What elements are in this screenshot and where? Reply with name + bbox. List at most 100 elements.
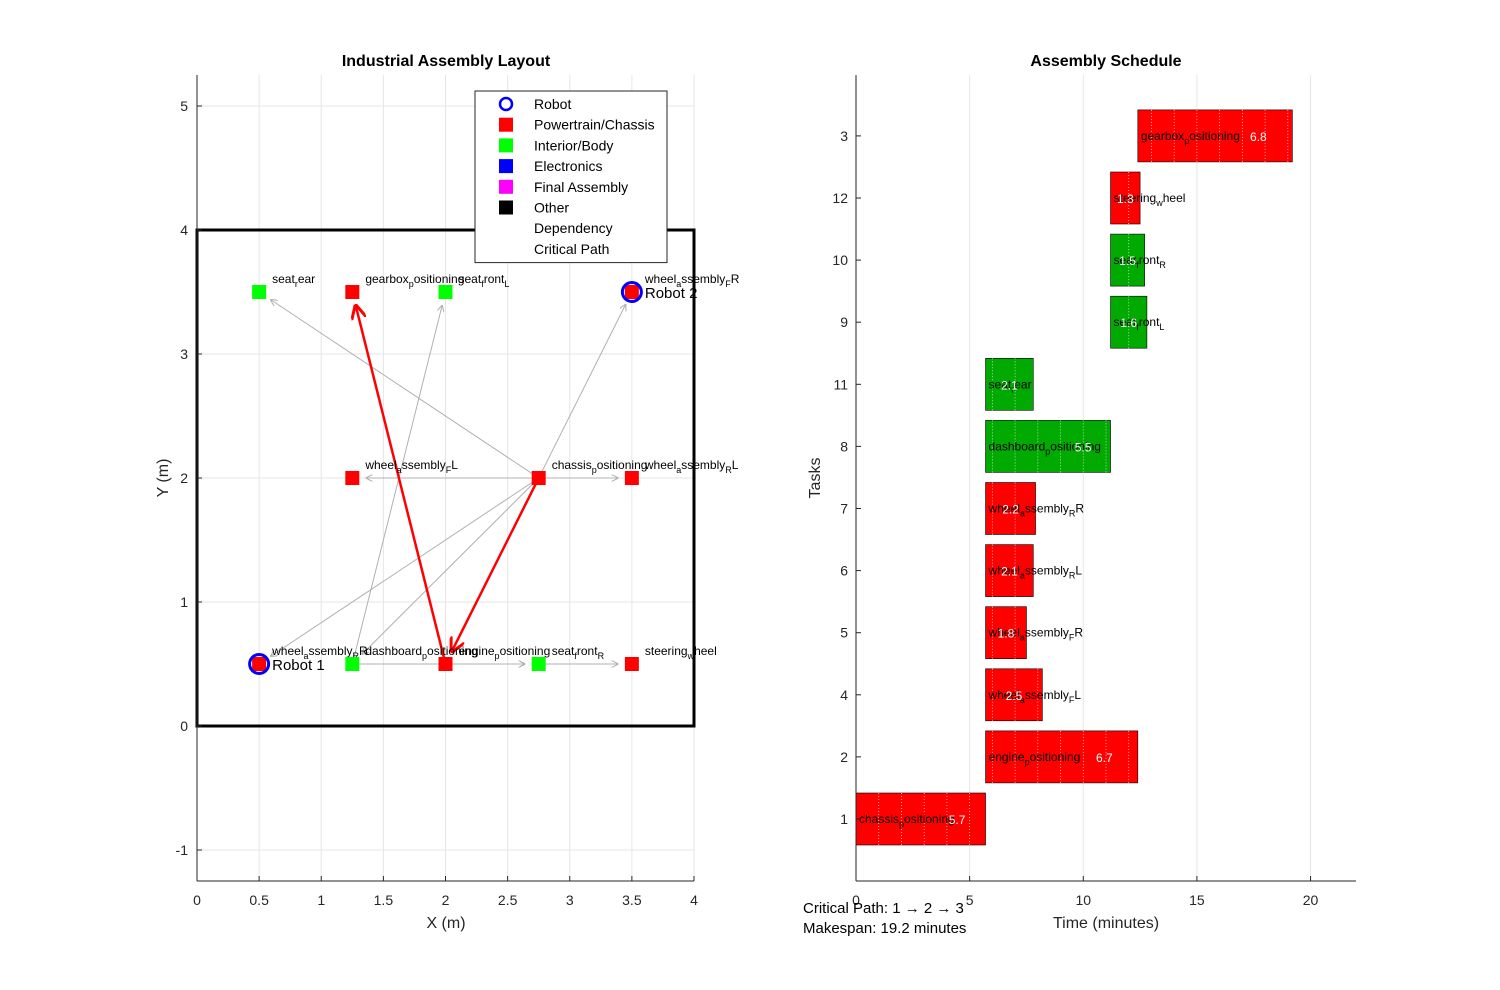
y-tick-label: 1 xyxy=(180,594,188,610)
station-marker xyxy=(252,285,267,299)
station-marker xyxy=(624,471,639,485)
task-bar xyxy=(985,668,1043,722)
x-tick-label: 20 xyxy=(1303,892,1319,908)
x-tick-label: 0 xyxy=(193,892,201,908)
station-label: seatrear xyxy=(272,272,315,289)
station-marker xyxy=(531,471,546,485)
task-label: dashboardpositioning xyxy=(989,439,1101,456)
task-label: seatrear xyxy=(989,377,1032,394)
task-duration-label: 5.5 xyxy=(1075,440,1092,454)
dependency-arrow xyxy=(362,479,537,654)
schedule-ylabel: Tasks xyxy=(807,458,824,499)
makespan-note: Makespan: 19.2 minutes xyxy=(803,920,966,937)
legend-label: Interior/Body xyxy=(534,137,613,153)
x-tick-label: 0.5 xyxy=(249,892,269,908)
y-tick-label: 5 xyxy=(840,625,848,641)
robots: Robot 1 Robot 2 xyxy=(248,281,698,675)
task-label: wheelassemblyRL xyxy=(988,564,1083,581)
legend-label: Other xyxy=(534,200,569,216)
station-marker xyxy=(345,657,360,671)
task-label: wheelassemblyFL xyxy=(988,688,1082,705)
station-marker xyxy=(624,285,639,299)
y-tick-label: 5 xyxy=(180,98,188,114)
task-bar xyxy=(985,482,1036,535)
task-duration-label: 2.1 xyxy=(1001,565,1018,579)
task-bar xyxy=(1137,109,1293,163)
task-label: gearboxpositioning xyxy=(1141,129,1240,146)
station-label: wheelassemblyFR xyxy=(644,272,740,289)
station-label: enginepositioning xyxy=(459,644,551,661)
task-duration-label: 1.3 xyxy=(1117,192,1134,206)
station-marker xyxy=(252,657,267,671)
task-label: wheelassemblyFR xyxy=(988,626,1084,643)
x-tick-label: 3 xyxy=(566,892,574,908)
station-marker xyxy=(531,657,546,671)
station-label: dashboardpositioning xyxy=(365,644,477,661)
task-label: chassispositioning xyxy=(859,812,955,829)
layout-xlabel: X (m) xyxy=(426,915,465,932)
task-bar xyxy=(855,792,986,846)
station-label: chassispositioning xyxy=(552,458,648,475)
task-bar xyxy=(985,730,1139,784)
x-tick-label: 15 xyxy=(1189,892,1205,908)
task-duration-label: 6.7 xyxy=(1096,751,1113,765)
schedule-xlabel: Time (minutes) xyxy=(1053,915,1159,932)
legend-label: Dependency xyxy=(534,220,613,236)
legend-square-icon xyxy=(499,179,513,194)
legend-label: Powertrain/Chassis xyxy=(534,117,655,133)
legend-robot-icon xyxy=(498,96,514,112)
legend-label: Final Assembly xyxy=(534,179,628,195)
y-tick-label: -1 xyxy=(176,842,189,858)
y-tick-label: 0 xyxy=(180,718,188,734)
y-tick-label: 2 xyxy=(840,749,848,765)
task-label: enginepositioning xyxy=(989,750,1081,767)
x-tick-label: 10 xyxy=(1075,892,1091,908)
critical-path-note: Critical Path: 1 → 2 → 3 xyxy=(803,900,964,917)
task-bar xyxy=(1110,171,1141,225)
robot-label: Robot 2 xyxy=(645,285,698,302)
y-tick-label: 3 xyxy=(840,128,848,144)
station-label: seatfrontR xyxy=(552,644,605,661)
legend-square-icon xyxy=(499,117,513,132)
y-tick-label: 4 xyxy=(180,222,188,238)
layout-ylabel: Y (m) xyxy=(155,459,172,498)
y-tick-label: 7 xyxy=(840,501,848,517)
y-tick-label: 8 xyxy=(840,438,848,454)
y-tick-label: 6 xyxy=(840,563,848,579)
layout-axes: 0 0.5 1 1.5 2 2.5 3 3.5 4 -1 0 1 2 3 4 5 xyxy=(176,75,698,908)
schedule-title: Assembly Schedule xyxy=(1030,53,1181,70)
x-tick-label: 3.5 xyxy=(622,892,642,908)
layout-title: Industrial Assembly Layout xyxy=(342,53,551,70)
station-label: wheelassemblyRL xyxy=(644,458,739,475)
y-tick-label: 2 xyxy=(180,470,188,486)
task-duration-label: 2.1 xyxy=(1001,378,1018,392)
x-tick-label: 5 xyxy=(966,892,974,908)
legend: Robot Powertrain/Chassis Interior/Body Elec… xyxy=(474,90,668,264)
task-label: wheelassemblyRR xyxy=(988,502,1085,519)
station-label: wheelassemblyRR xyxy=(271,644,368,661)
y-tick-label: 3 xyxy=(180,346,188,362)
dependency-arrows xyxy=(271,300,626,664)
y-tick-label: 9 xyxy=(840,314,848,330)
layout-plot: Industrial Assembly Layout seatrear gearb… xyxy=(155,53,740,932)
legend-square-icon xyxy=(499,138,513,153)
station-marker xyxy=(345,471,360,485)
task-bar xyxy=(985,606,1027,660)
x-tick-label: 1.5 xyxy=(374,892,394,908)
task-duration-label: 2.2 xyxy=(1002,503,1019,517)
critical-path-arrow xyxy=(356,306,446,662)
task-duration-label: 1.5 xyxy=(1119,254,1136,268)
y-tick-label: 4 xyxy=(840,687,848,703)
task-bar xyxy=(985,544,1034,597)
critical-path-arrows xyxy=(356,306,539,662)
x-tick-label: 0 xyxy=(852,892,860,908)
task-duration-label: 6.8 xyxy=(1250,130,1267,144)
dependency-arrow xyxy=(271,479,537,657)
robot-marker xyxy=(620,281,643,303)
y-tick-label: 11 xyxy=(833,376,848,392)
x-tick-label: 2.5 xyxy=(498,892,518,908)
